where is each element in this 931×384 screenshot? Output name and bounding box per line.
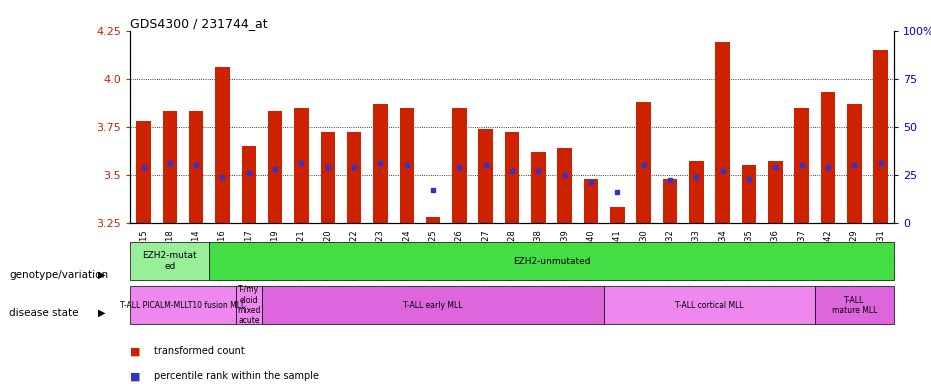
Text: ▶: ▶ bbox=[98, 308, 105, 318]
Text: disease state: disease state bbox=[9, 308, 79, 318]
Bar bbox=[768, 161, 783, 223]
Bar bbox=[209, 242, 894, 280]
Bar bbox=[821, 92, 835, 223]
Bar bbox=[794, 108, 809, 223]
Bar bbox=[373, 104, 387, 223]
Bar bbox=[262, 286, 604, 324]
Text: EZH2-mutat
ed: EZH2-mutat ed bbox=[142, 252, 197, 271]
Bar bbox=[815, 286, 894, 324]
Bar bbox=[610, 207, 625, 223]
Text: transformed count: transformed count bbox=[154, 346, 244, 356]
Bar bbox=[505, 132, 519, 223]
Bar bbox=[399, 108, 414, 223]
Bar bbox=[268, 111, 282, 223]
Bar bbox=[163, 111, 177, 223]
Text: T-ALL
mature MLL: T-ALL mature MLL bbox=[831, 296, 877, 315]
Bar bbox=[189, 111, 203, 223]
Text: T-ALL early MLL: T-ALL early MLL bbox=[403, 301, 463, 310]
Text: ■: ■ bbox=[130, 371, 141, 381]
Bar bbox=[241, 146, 256, 223]
Bar bbox=[531, 152, 546, 223]
Bar bbox=[689, 161, 704, 223]
Text: GDS4300 / 231744_at: GDS4300 / 231744_at bbox=[130, 17, 268, 30]
Text: T-/my
eloid
mixed
acute: T-/my eloid mixed acute bbox=[237, 285, 261, 325]
Bar bbox=[236, 286, 262, 324]
Bar bbox=[425, 217, 440, 223]
Bar bbox=[637, 102, 651, 223]
Bar bbox=[847, 104, 861, 223]
Bar bbox=[604, 286, 815, 324]
Bar bbox=[130, 242, 209, 280]
Text: percentile rank within the sample: percentile rank within the sample bbox=[154, 371, 318, 381]
Text: T-ALL cortical MLL: T-ALL cortical MLL bbox=[675, 301, 744, 310]
Bar bbox=[215, 67, 230, 223]
Bar bbox=[873, 50, 888, 223]
Text: T-ALL PICALM-MLLT10 fusion MLL: T-ALL PICALM-MLLT10 fusion MLL bbox=[120, 301, 246, 310]
Bar bbox=[479, 129, 492, 223]
Bar bbox=[742, 165, 756, 223]
Bar bbox=[715, 42, 730, 223]
Bar bbox=[584, 179, 599, 223]
Bar bbox=[663, 179, 677, 223]
Text: ▶: ▶ bbox=[98, 270, 105, 280]
Bar bbox=[136, 121, 151, 223]
Text: genotype/variation: genotype/variation bbox=[9, 270, 108, 280]
Bar bbox=[294, 108, 309, 223]
Text: ■: ■ bbox=[130, 346, 141, 356]
Bar bbox=[347, 132, 361, 223]
Bar bbox=[320, 132, 335, 223]
Bar bbox=[130, 286, 236, 324]
Bar bbox=[452, 108, 466, 223]
Bar bbox=[558, 148, 572, 223]
Text: EZH2-unmutated: EZH2-unmutated bbox=[513, 257, 590, 266]
